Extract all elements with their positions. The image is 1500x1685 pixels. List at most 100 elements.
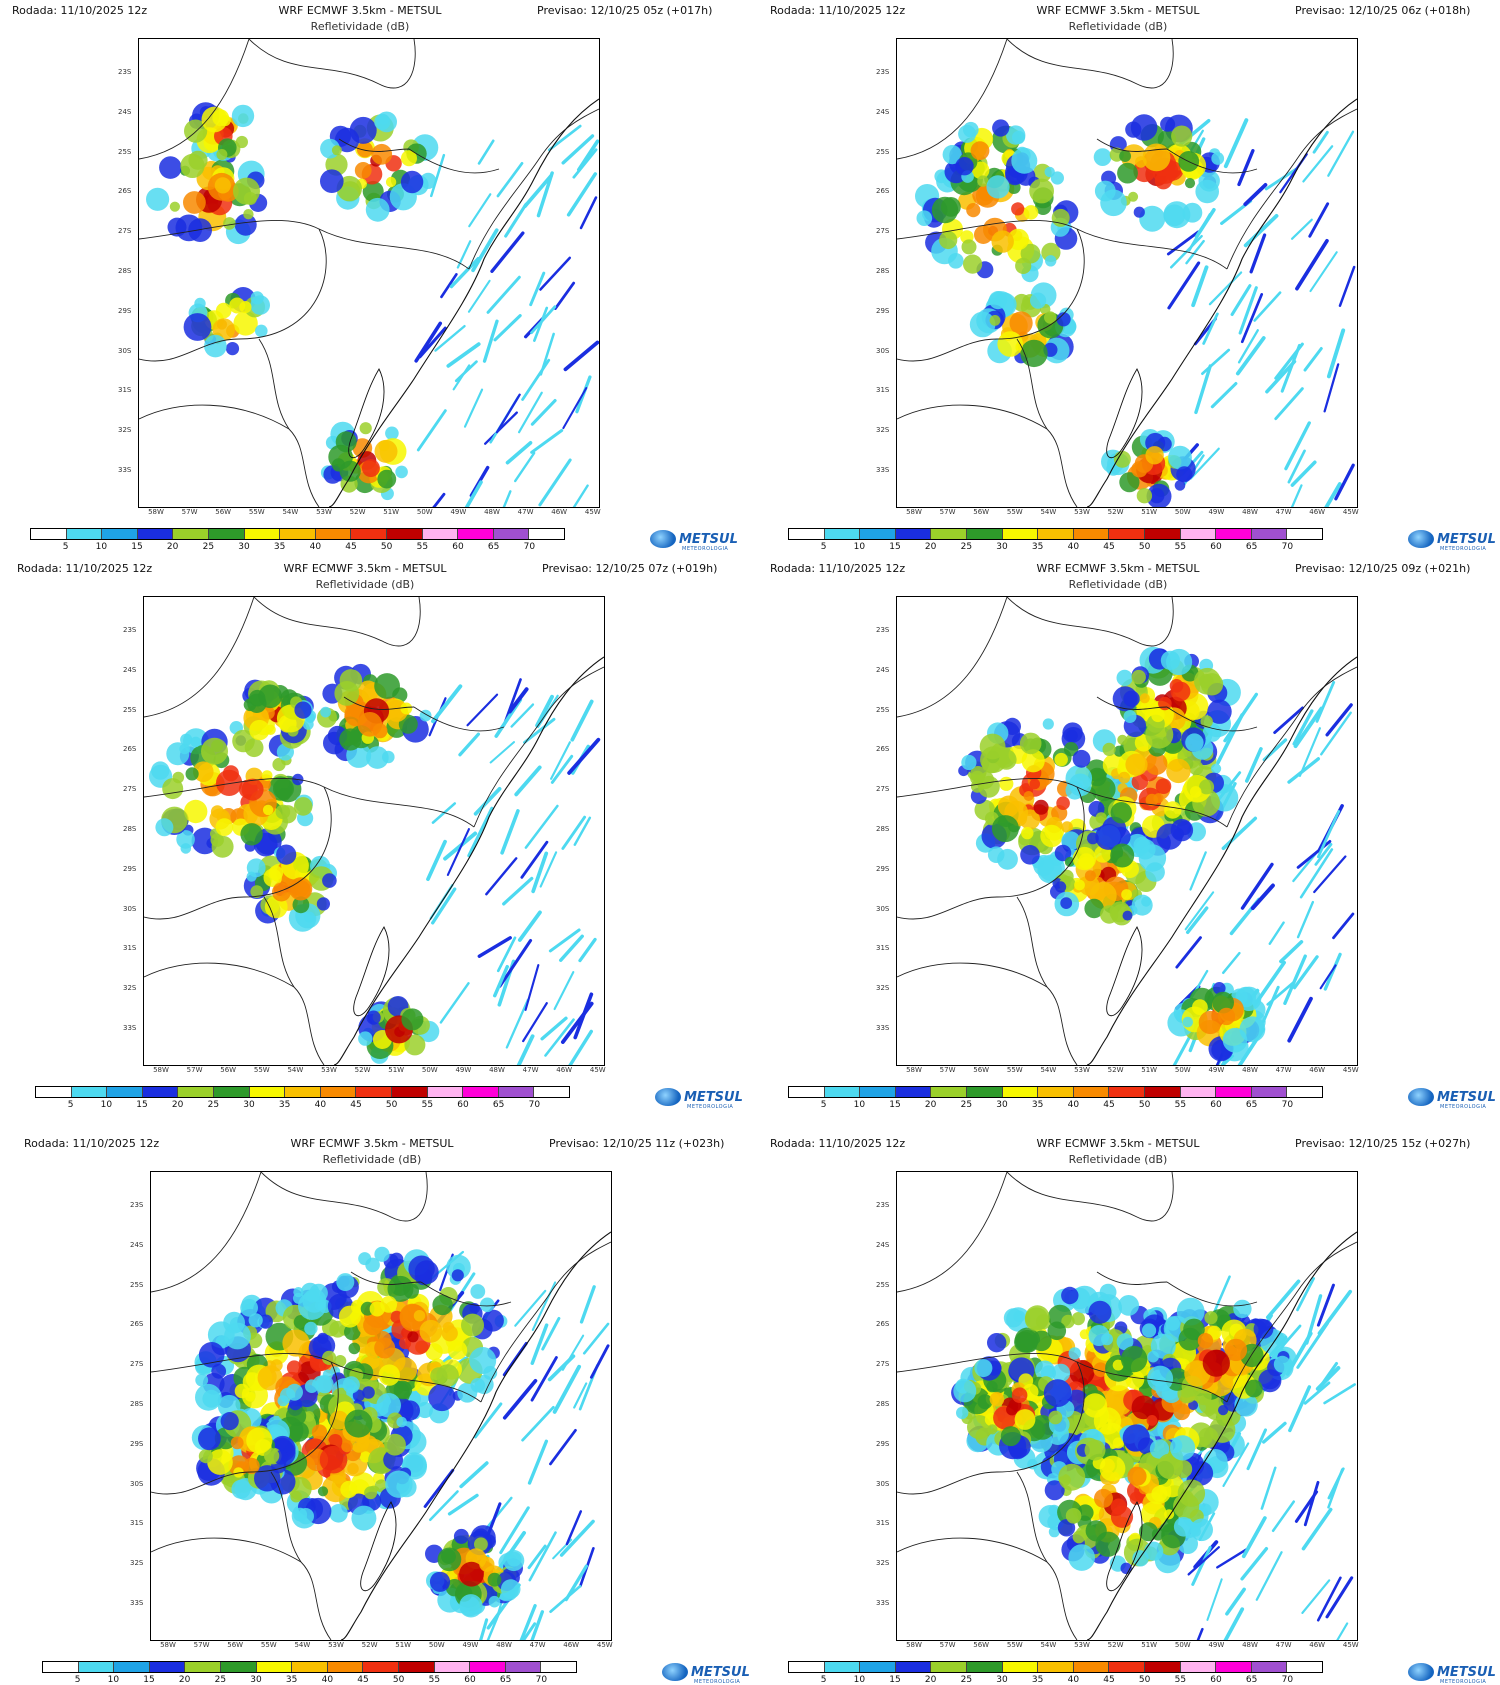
colorbar-swatch	[1251, 1662, 1288, 1672]
storm-echo	[223, 217, 236, 230]
storm-echo	[986, 175, 1010, 199]
longitude-tick-label: 56W	[973, 508, 990, 516]
metsul-logo: METSUL METEOROLOGIA	[662, 1663, 750, 1685]
storm-echo	[401, 1008, 424, 1031]
storm-echo	[1189, 786, 1202, 798]
globe-icon	[655, 1088, 681, 1106]
colorbar-swatch	[173, 529, 209, 539]
coastline	[328, 98, 599, 507]
colorbar-swatch	[1073, 1087, 1110, 1097]
colorbar-swatch	[1073, 1662, 1110, 1672]
ocean-echo-streak	[456, 240, 472, 269]
ocean-echo-streak	[432, 492, 446, 507]
storm-echo	[1045, 255, 1057, 267]
political-border	[1226, 108, 1357, 270]
ocean-echo-streak	[1237, 149, 1255, 187]
latitude-tick-label: 31S	[876, 944, 890, 953]
latitude-tick-label: 26S	[876, 745, 890, 754]
ocean-echo-streak	[540, 1016, 568, 1041]
storm-echo	[1037, 858, 1063, 884]
storm-echo	[329, 1410, 349, 1430]
latitude-tick-label: 28S	[123, 825, 137, 833]
ocean-echo-streak	[1241, 1516, 1267, 1559]
political-border	[350, 1271, 422, 1285]
latitude-tick-label: 30S	[130, 1479, 144, 1488]
colorbar-swatch	[1287, 1087, 1322, 1097]
storm-echo	[331, 145, 342, 156]
political-border	[1226, 666, 1357, 828]
storm-echo	[248, 1313, 263, 1328]
storm-echo	[992, 119, 1010, 137]
colorbar-label: 70	[1281, 1100, 1294, 1110]
storm-echo	[366, 746, 389, 769]
storm-echo	[956, 1406, 969, 1420]
colorbar-label: 65	[492, 1100, 505, 1110]
storm-echo	[1123, 710, 1137, 723]
ocean-echo-streak	[582, 1322, 610, 1355]
storm-echo	[261, 770, 273, 781]
colorbar-swatch	[71, 1087, 108, 1097]
storm-echo	[1029, 778, 1041, 790]
storm-echo	[385, 426, 399, 441]
storm-echo	[987, 1424, 998, 1435]
colorbar-swatch	[860, 1662, 896, 1672]
latitude-tick-label: 26S	[118, 187, 132, 196]
ocean-echo-streak	[1288, 1385, 1312, 1433]
ocean-echo-streak	[1325, 1576, 1354, 1619]
storm-echo	[289, 1421, 309, 1442]
storm-echo	[955, 157, 974, 176]
ocean-echo-streak	[1303, 347, 1323, 372]
colorbar-swatch	[178, 1087, 214, 1097]
map-canvas	[144, 597, 604, 1065]
storm-echo	[1233, 1299, 1252, 1319]
colorbar-label: 25	[207, 1100, 220, 1110]
ocean-echo-streak	[1230, 284, 1252, 316]
storm-echo	[188, 218, 212, 243]
ocean-echo-streak	[1249, 233, 1267, 274]
storm-echo	[432, 1294, 453, 1316]
political-border	[151, 1353, 482, 1403]
colorbar-swatch	[789, 529, 825, 539]
storm-echo	[198, 1449, 213, 1464]
storm-echo	[1084, 898, 1104, 919]
storm-echo	[503, 1549, 525, 1572]
storm-echo	[233, 311, 258, 336]
storm-echo	[376, 1393, 401, 1418]
colorbar-label: 20	[924, 542, 937, 552]
latitude-tick-label: 26S	[876, 1320, 890, 1329]
colorbar-label: 35	[273, 542, 286, 552]
latitude-tick-label: 23S	[876, 626, 890, 634]
longitude-tick-label: 54W	[282, 508, 299, 516]
latitude-tick-label: 24S	[876, 107, 890, 116]
ocean-echo-streak	[493, 314, 522, 342]
lagoon-outline	[348, 368, 385, 459]
ocean-echo-streak	[1246, 1428, 1267, 1471]
ocean-echo-streak	[568, 1029, 593, 1065]
storm-echo	[916, 210, 933, 226]
ocean-echo-streak	[1194, 364, 1212, 415]
ocean-echo-streak	[559, 934, 584, 962]
ocean-echo-streak	[524, 804, 559, 849]
storm-echo	[294, 701, 312, 719]
storm-echo	[317, 1332, 329, 1344]
globe-icon	[1408, 1663, 1434, 1681]
storm-echo	[1051, 1363, 1071, 1383]
storm-echo	[404, 1034, 426, 1056]
logo-wordmark: METSUL	[684, 1089, 743, 1105]
coastline	[1086, 1231, 1357, 1640]
colorbar-swatch	[315, 529, 352, 539]
political-border	[897, 962, 1078, 1065]
ocean-echo-streak	[430, 153, 446, 198]
ocean-echo-streak	[1323, 952, 1342, 991]
longitude-tick-label: 45W	[1342, 1641, 1359, 1649]
storm-echo	[1019, 732, 1042, 755]
storm-echo	[1084, 1439, 1106, 1461]
storm-echo	[1149, 1439, 1170, 1459]
colorbar-label: 65	[1245, 1675, 1258, 1685]
latitude-tick-label: 24S	[123, 665, 137, 674]
reflectivity-map	[150, 1171, 612, 1641]
storm-echo	[1218, 1405, 1229, 1416]
latitude-tick-label: 24S	[130, 1240, 144, 1249]
storm-echo	[1094, 1488, 1113, 1508]
ocean-echo-streak	[578, 937, 597, 963]
